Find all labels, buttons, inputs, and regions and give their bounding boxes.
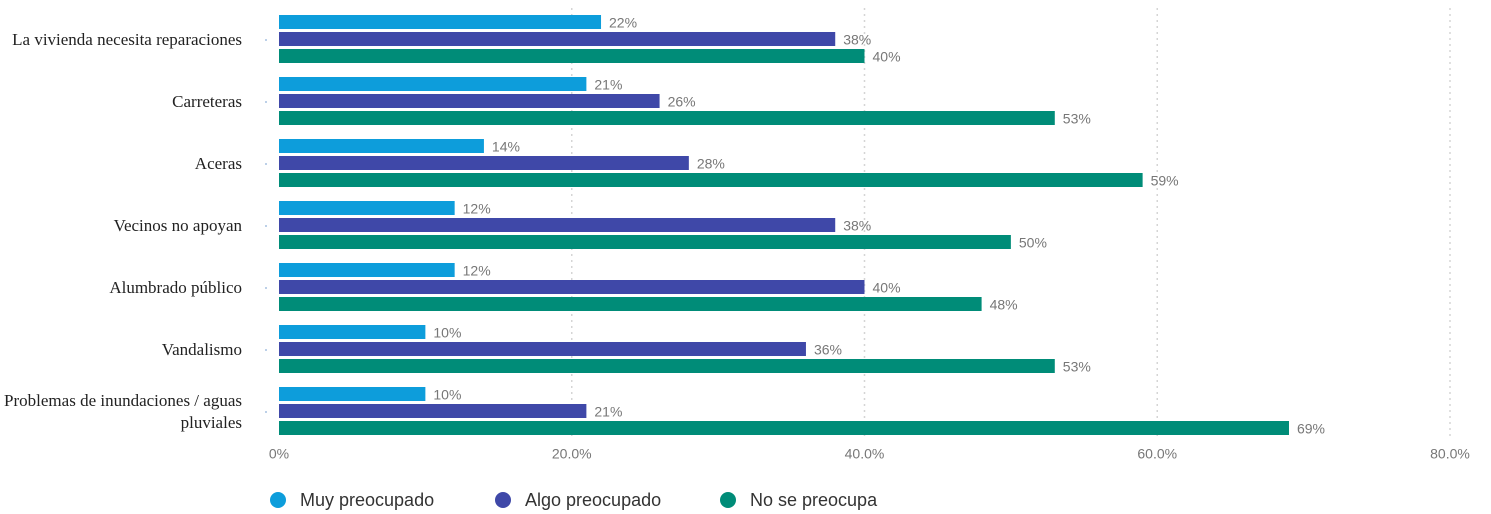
- x-tick-label: 0%: [269, 446, 289, 462]
- bar: [279, 280, 865, 294]
- bar: [279, 94, 660, 108]
- x-tick-label: 40.0%: [845, 446, 885, 462]
- value-label: 26%: [668, 94, 696, 110]
- value-label: 12%: [463, 201, 491, 217]
- bar: [279, 263, 455, 277]
- bar: [279, 387, 426, 401]
- category-label: Carreteras: [172, 92, 242, 111]
- value-label: 38%: [843, 218, 871, 234]
- legend-marker: [495, 492, 511, 508]
- bar: [279, 139, 484, 153]
- bar: [279, 156, 689, 170]
- category-label: Alumbrado público: [109, 278, 242, 297]
- value-label: 10%: [433, 325, 461, 341]
- value-label: 40%: [873, 280, 901, 296]
- category-label: Vandalismo: [161, 340, 242, 359]
- bar: [279, 342, 806, 356]
- category-label: Problemas de inundaciones / aguas pluvia…: [4, 391, 242, 432]
- bar: [279, 201, 455, 215]
- value-label: 40%: [873, 49, 901, 65]
- value-label: 28%: [697, 156, 725, 172]
- bar: [279, 49, 865, 63]
- bar: [279, 173, 1143, 187]
- value-label: 53%: [1063, 111, 1091, 127]
- bar: [279, 77, 587, 91]
- value-label: 21%: [594, 77, 622, 93]
- bar: [279, 297, 982, 311]
- legend-label: Muy preocupado: [300, 490, 434, 510]
- bar: [279, 235, 1011, 249]
- x-tick-label: 80.0%: [1430, 446, 1470, 462]
- value-label: 53%: [1063, 359, 1091, 375]
- value-label: 38%: [843, 32, 871, 48]
- value-label: 59%: [1151, 173, 1179, 189]
- bar: [279, 218, 836, 232]
- bar: [279, 325, 426, 339]
- bar: [279, 111, 1055, 125]
- category-label: Vecinos no apoyan: [113, 216, 242, 235]
- legend-marker: [720, 492, 736, 508]
- value-label: 48%: [990, 297, 1018, 313]
- x-tick-label: 20.0%: [552, 446, 592, 462]
- value-label: 12%: [463, 263, 491, 279]
- bar: [279, 404, 587, 418]
- legend-label: No se preocupa: [750, 490, 878, 510]
- legend-marker: [270, 492, 286, 508]
- bar: [279, 32, 836, 46]
- bar: [279, 359, 1055, 373]
- value-label: 36%: [814, 342, 842, 358]
- bar: [279, 15, 602, 29]
- value-label: 10%: [433, 387, 461, 403]
- category-label: Aceras: [194, 154, 242, 173]
- value-label: 50%: [1019, 235, 1047, 251]
- bar: [279, 421, 1289, 435]
- value-label: 69%: [1297, 421, 1325, 437]
- value-label: 22%: [609, 15, 637, 31]
- value-label: 21%: [594, 404, 622, 420]
- category-label: La vivienda necesita reparaciones: [12, 30, 242, 49]
- x-tick-label: 60.0%: [1137, 446, 1177, 462]
- value-label: 14%: [492, 139, 520, 155]
- legend-label: Algo preocupado: [525, 490, 661, 510]
